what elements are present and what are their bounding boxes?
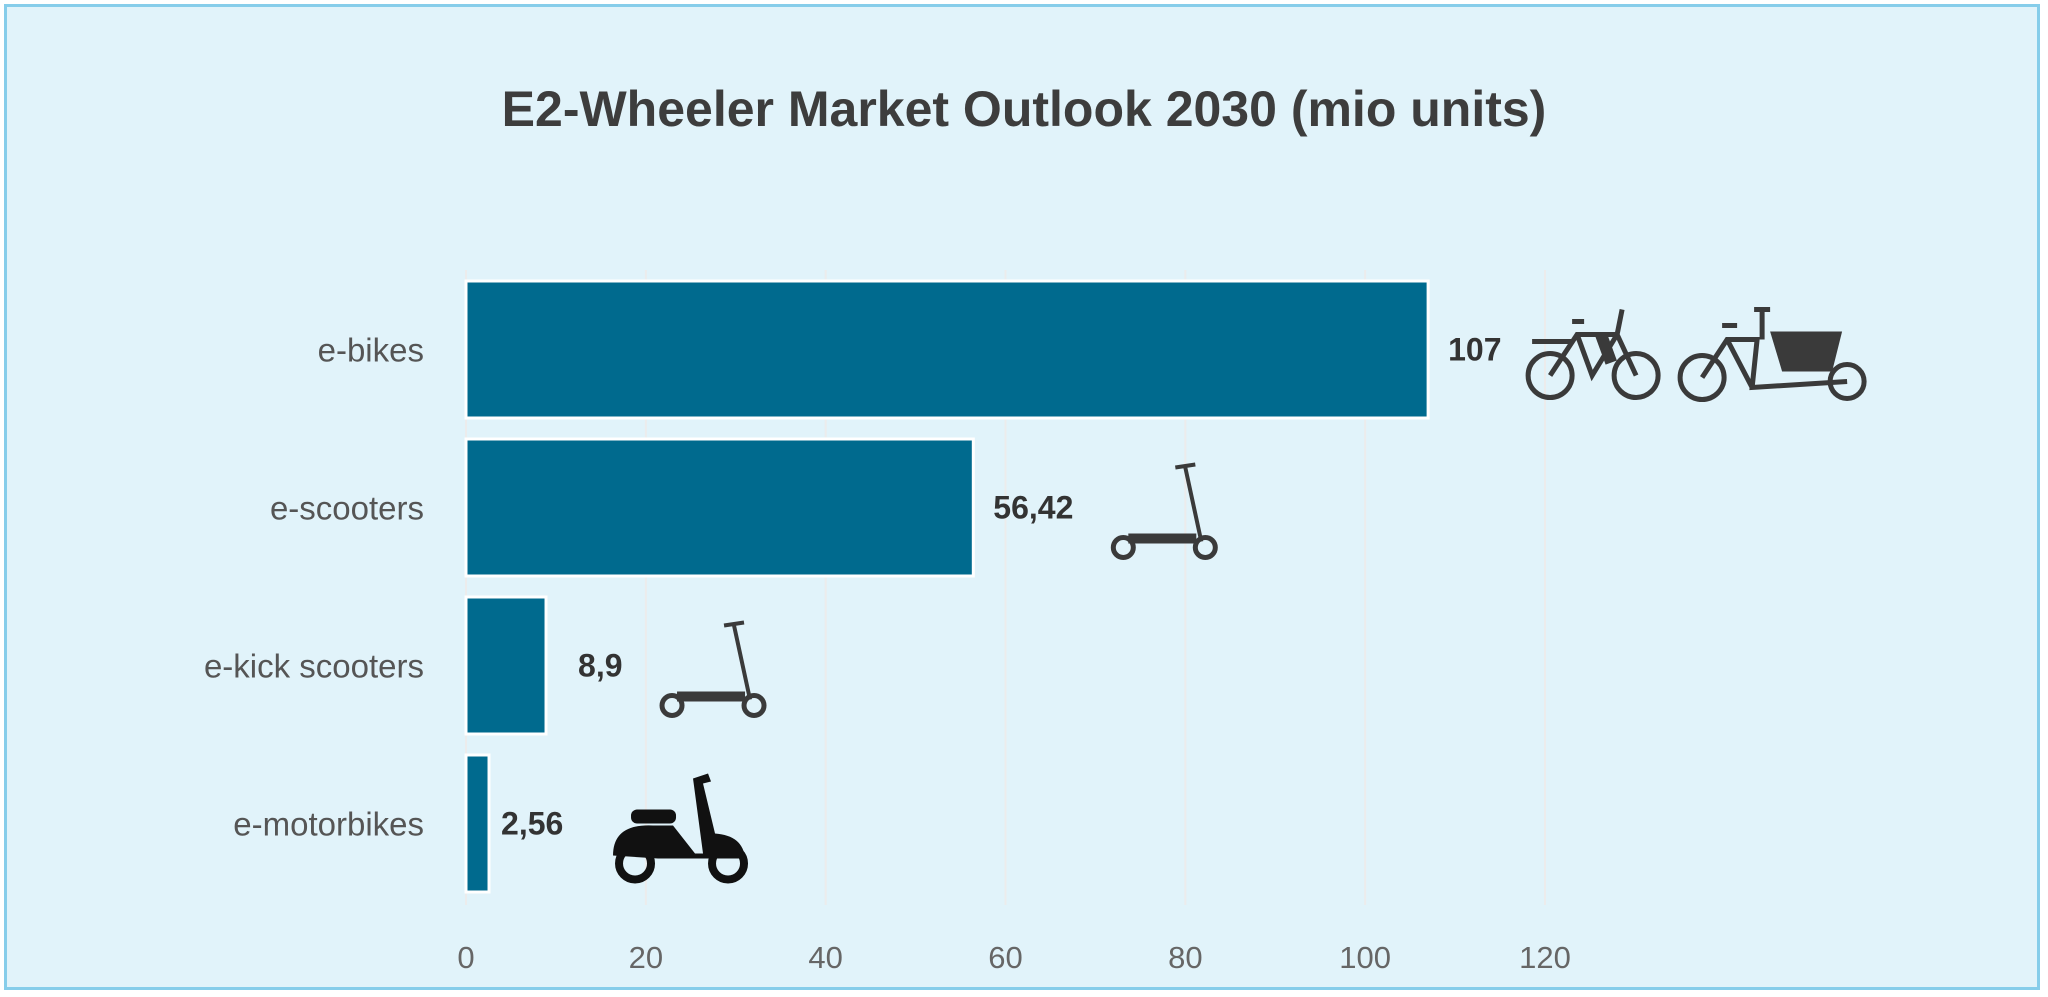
body [613, 773, 746, 859]
frame [1532, 309, 1639, 382]
x-tick-label: 20 [629, 940, 663, 975]
cargo-bike-icon [1677, 307, 1867, 402]
x-tick-label: 80 [1168, 940, 1202, 975]
kick-scooter-icon [1110, 462, 1218, 560]
bar-e-bikes [464, 279, 1430, 420]
wheel [1677, 353, 1727, 402]
wheel [1192, 535, 1218, 560]
x-tick-label: 40 [808, 940, 842, 975]
frame [1700, 307, 1848, 391]
kick-scooter-icon [659, 620, 767, 718]
category-label: e-kick scooters [204, 648, 424, 685]
chart-title: E2-Wheeler Market Outlook 2030 (mio unit… [501, 81, 1547, 137]
moped-scooter-icon [613, 773, 749, 884]
data-label: 8,9 [578, 648, 622, 684]
battery [1595, 332, 1617, 365]
seat [631, 809, 677, 824]
x-tick-label: 120 [1519, 940, 1571, 975]
bar-e-motorbikes [464, 753, 491, 894]
wheel [1611, 351, 1661, 400]
wheel [659, 693, 685, 718]
x-tick-label: 0 [457, 940, 474, 975]
x-tick-label: 100 [1339, 940, 1391, 975]
wheel [1525, 351, 1575, 400]
wheel [741, 693, 767, 718]
category-label: e-scooters [270, 490, 424, 527]
wheel [1110, 535, 1136, 560]
stem [723, 620, 752, 700]
category-label: e-bikes [318, 332, 424, 369]
bar-e-kick-scooters [464, 595, 548, 736]
stem [1175, 462, 1204, 542]
deck [1128, 533, 1197, 544]
data-label: 56,42 [993, 490, 1073, 526]
deck [677, 691, 746, 702]
data-label: 107 [1448, 332, 1501, 368]
chart-frame [4, 4, 2040, 990]
bar-e-scooters [464, 437, 975, 578]
cargo-box [1770, 331, 1843, 372]
category-label: e-motorbikes [233, 806, 424, 843]
data-label: 2,56 [501, 806, 563, 842]
x-tick-label: 60 [988, 940, 1022, 975]
bicycle-icon [1525, 309, 1661, 400]
